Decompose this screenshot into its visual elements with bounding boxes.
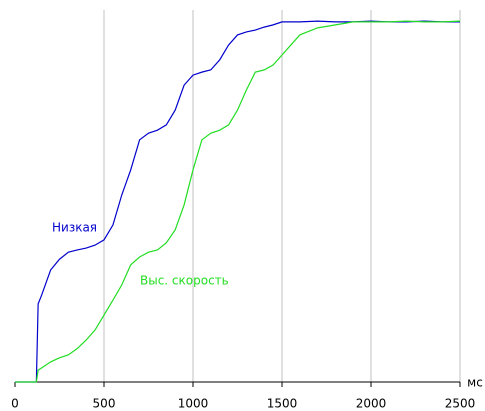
x-tick-label: 0 — [11, 397, 19, 411]
series-label: Выс. скорость — [140, 274, 229, 288]
x-tick-label: 2000 — [356, 397, 387, 411]
x-tick-label: 1500 — [267, 397, 298, 411]
x-tick-label: 1000 — [178, 397, 209, 411]
x-unit: мс — [467, 376, 483, 390]
series-label: Низкая — [52, 221, 97, 235]
series-line — [15, 20, 460, 383]
series-line — [15, 20, 461, 383]
x-tick-label: 2500 — [445, 397, 476, 411]
x-tick-label: 500 — [93, 397, 116, 411]
